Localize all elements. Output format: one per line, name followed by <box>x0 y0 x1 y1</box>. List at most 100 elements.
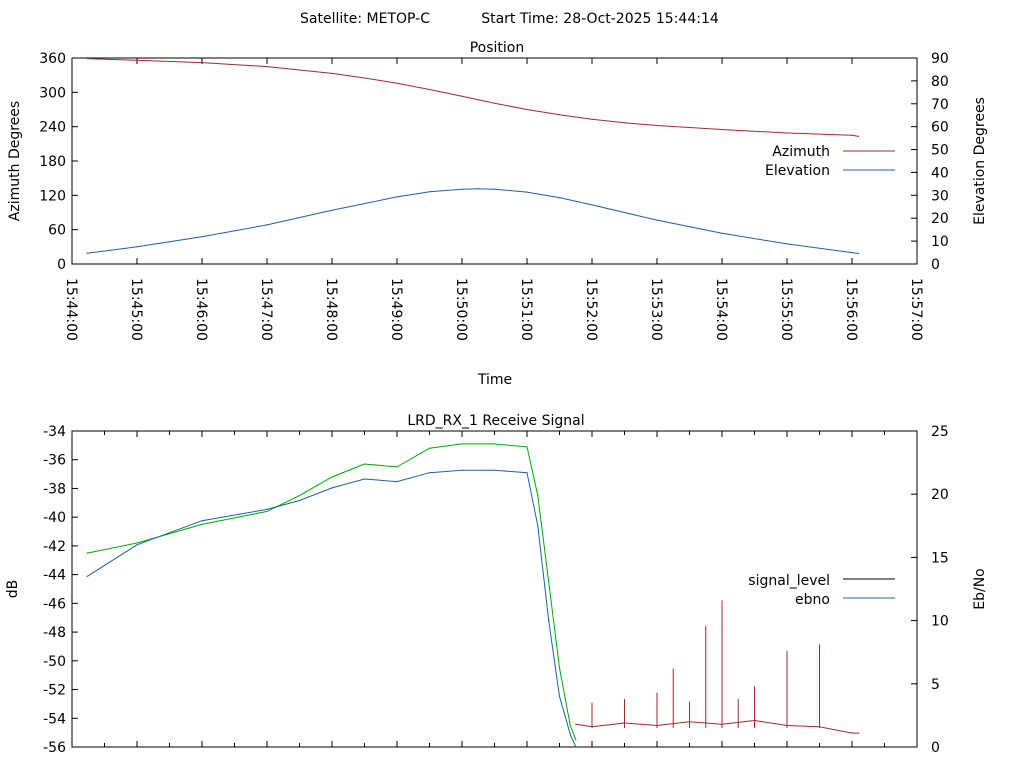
y-tick-label: -38 <box>43 481 66 497</box>
signal-level-point <box>298 495 301 497</box>
ebno-line <box>86 469 577 748</box>
ebno-point <box>331 487 333 489</box>
signal-level-point <box>136 542 138 544</box>
ebno-axis: 0 5 10 15 20 25 <box>911 424 949 756</box>
elevation-point <box>857 252 860 255</box>
receive-time-axis <box>71 431 918 747</box>
y-tick-label: -34 <box>43 424 66 440</box>
x-tick-label: 15:54:00 <box>713 278 729 341</box>
start-time-title: Start Time: 28-Oct-2025 15:44:14 <box>481 11 719 27</box>
ebno-point <box>266 508 268 510</box>
y-tick-label: 0 <box>57 257 66 273</box>
signal-level-point <box>493 443 496 445</box>
series-2-line <box>575 719 859 734</box>
elevation-point <box>266 224 268 226</box>
y-tick-label: -54 <box>43 711 66 727</box>
elevation-axis-label: Elevation Degrees <box>972 97 988 225</box>
receive-plot-frame <box>71 430 918 748</box>
y2-tick-label: 0 <box>931 257 940 273</box>
signal-level-point <box>396 466 398 468</box>
ebno-point <box>136 544 138 546</box>
signal-level-point <box>363 463 366 465</box>
azimuth-point <box>526 108 528 111</box>
elevation-point <box>558 197 561 199</box>
satellite-title: Satellite: METOP-C <box>300 11 430 27</box>
y-tick-label: -44 <box>43 568 66 584</box>
ebno-point <box>201 520 203 522</box>
y2-tick-label: 80 <box>931 74 949 90</box>
x-tick-label: 15:44:00 <box>63 278 79 341</box>
legend-elevation-label: Elevation <box>765 163 830 179</box>
x-tick-label: 15:50:00 <box>453 278 469 341</box>
x-tick-label: 15:55:00 <box>778 278 794 341</box>
receive-legend: signal_level ebno <box>748 573 895 608</box>
signal-level-point <box>569 724 571 727</box>
y-tick-label: -50 <box>43 654 66 670</box>
time-axis-label: Time <box>477 372 512 388</box>
y2-tick-label: 70 <box>931 97 949 113</box>
y-tick-label: -40 <box>43 510 66 526</box>
elevation-point <box>136 246 138 248</box>
azimuth-point <box>86 57 88 60</box>
azimuth-point <box>428 88 431 91</box>
db-axis-label: dB <box>5 580 21 599</box>
elevation-point <box>591 204 593 206</box>
x-tick-label: 15:46:00 <box>193 278 209 341</box>
y-tick-label: -52 <box>43 683 66 699</box>
signal-level-point <box>266 510 268 513</box>
azimuth-line <box>87 58 859 137</box>
position-chart-title: Position <box>470 40 525 56</box>
signal-level-point <box>548 581 550 583</box>
x-tick-label: 15:49:00 <box>388 278 404 341</box>
y-tick-label: 120 <box>39 188 66 204</box>
y-tick-label: 300 <box>39 85 66 101</box>
position-plot-frame <box>71 57 918 265</box>
azimuth-point <box>461 95 463 97</box>
signal-level-point <box>428 447 431 449</box>
azimuth-point <box>493 102 496 104</box>
y-tick-label: 180 <box>39 154 66 170</box>
ebno-point <box>537 525 539 527</box>
ebno-point <box>86 575 88 577</box>
x-tick-label: 15:51:00 <box>518 278 534 341</box>
azimuth-point <box>331 72 333 75</box>
azimuth-point <box>721 128 723 131</box>
signal-level-point <box>201 523 203 525</box>
ebno-point <box>396 480 398 483</box>
azimuth-axis: 0 60 120 180 240 300 360 <box>39 51 78 273</box>
y-tick-label: 360 <box>39 51 66 67</box>
azimuth-point <box>266 65 268 68</box>
ebno-point <box>363 478 366 480</box>
y2-tick-label: 90 <box>931 51 949 67</box>
elevation-line <box>87 188 859 254</box>
elevation-point <box>526 191 528 193</box>
position-chart: Position 0 60 120 180 240 300 360 0 10 20 30 40 50 6… <box>7 40 988 388</box>
y-tick-label: -42 <box>43 539 66 555</box>
series-2-point <box>851 732 853 734</box>
y-tick-label: -46 <box>43 596 66 612</box>
y2-tick-label: 40 <box>931 165 949 181</box>
legend-signal-level-label: signal_level <box>748 573 830 589</box>
y2-tick-label: 50 <box>931 143 949 159</box>
y2-tick-label: 10 <box>931 234 949 250</box>
azimuth-point <box>558 114 561 116</box>
time-axis: 15:44:00 15:45:00 15:46:00 15:47:00 15:48:00… <box>63 58 924 341</box>
azimuth-point <box>363 77 366 79</box>
ebno-point <box>526 472 528 474</box>
receive-signal-chart-title: LRD_RX_1 Receive Signal <box>407 413 584 429</box>
ebno-point <box>461 469 463 471</box>
x-tick-label: 15:45:00 <box>128 278 144 341</box>
elevation-axis: 0 10 20 30 40 50 60 70 80 90 <box>911 51 949 273</box>
y-tick-label: 60 <box>48 223 66 239</box>
signal-level-point <box>537 495 539 497</box>
y2-tick-label: 20 <box>931 487 949 503</box>
azimuth-axis-label: Azimuth Degrees <box>7 101 23 221</box>
y-tick-label: 240 <box>39 120 66 136</box>
azimuth-point <box>591 118 593 120</box>
elevation-point <box>721 232 723 234</box>
elevation-point <box>477 188 479 190</box>
signal-level-point <box>558 667 561 669</box>
azimuth-point <box>201 61 203 64</box>
y2-tick-label: 0 <box>931 740 940 756</box>
